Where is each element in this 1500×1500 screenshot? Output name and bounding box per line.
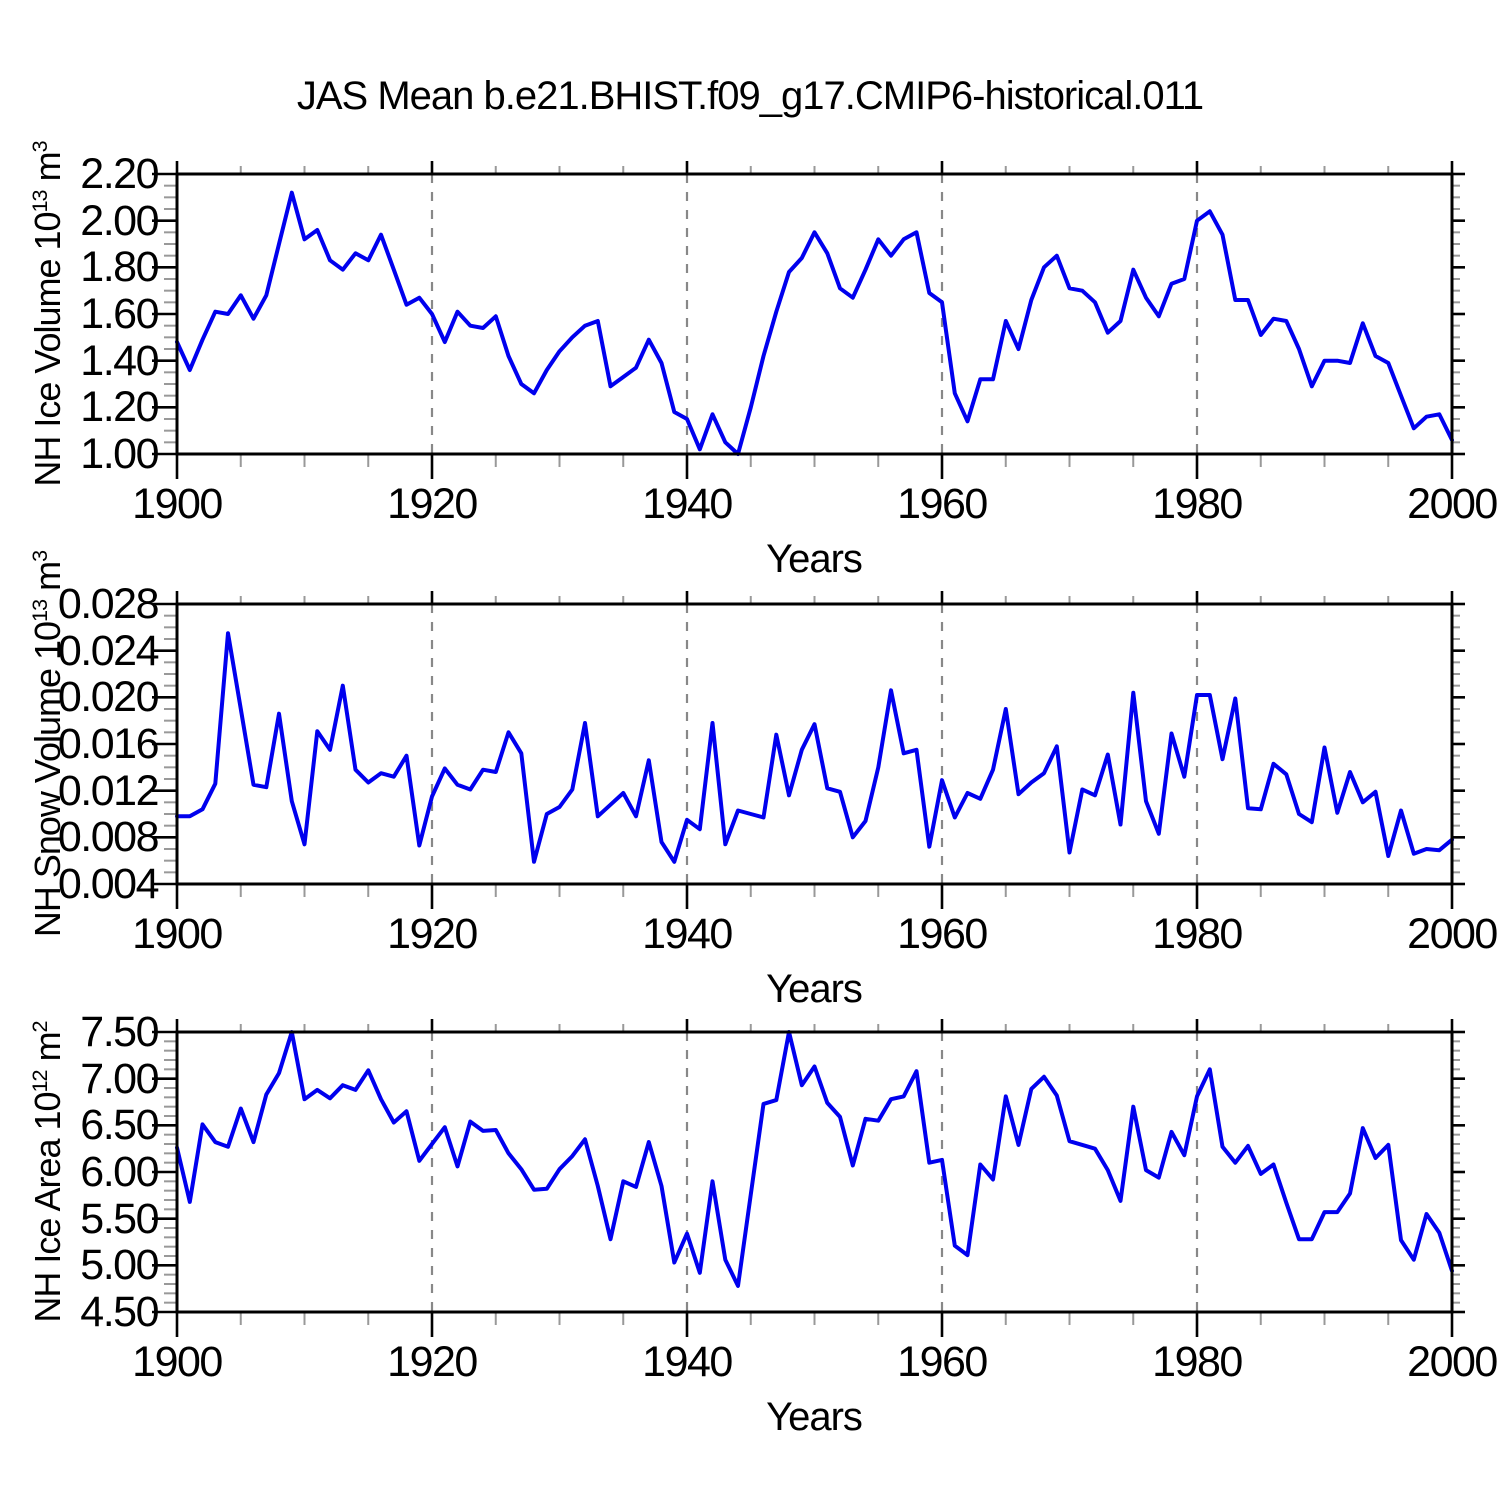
data-series-nh-snow-volume <box>175 631 1454 864</box>
data-series-nh-ice-area <box>175 1030 1454 1288</box>
x-tick-label: 2000 <box>1407 480 1498 528</box>
y-tick-label: 0.012 <box>57 766 160 815</box>
x-tick-label: 1980 <box>1152 1338 1243 1386</box>
x-tick-label: 1980 <box>1152 480 1243 528</box>
chart-title: JAS Mean b.e21.BHIST.f09_g17.CMIP6-histo… <box>296 74 1204 118</box>
x-tick-label: 1900 <box>132 480 223 528</box>
y-tick-label: 5.00 <box>80 1241 159 1290</box>
y-tick-label: 1.00 <box>80 430 159 478</box>
y-tick-label: 6.50 <box>80 1101 159 1150</box>
y-axis-title-unit-exponent: 3 <box>27 141 52 153</box>
x-tick-label: 1920 <box>387 480 478 528</box>
y-tick-label: 5.50 <box>80 1194 159 1243</box>
y-tick-label: 0.024 <box>57 626 160 675</box>
x-tick-label: 1920 <box>387 910 478 958</box>
y-tick-label: 2.20 <box>80 150 159 198</box>
x-tick-label: 2000 <box>1407 910 1498 958</box>
y-tick-label: 0.004 <box>57 860 160 908</box>
x-axis-title-panel2: Years <box>766 967 863 1011</box>
y-tick-label: 2.00 <box>80 196 159 245</box>
x-tick-label: 1980 <box>1152 910 1243 958</box>
y-axis-title-unit-exponent: 3 <box>27 550 52 562</box>
y-tick-label: 1.40 <box>80 336 159 385</box>
y-tick-label: 6.00 <box>80 1148 159 1196</box>
y-tick-label: 7.50 <box>80 1008 159 1056</box>
y-tick-label: 0.008 <box>57 813 160 862</box>
x-tick-label: 1900 <box>132 1338 223 1386</box>
data-series-nh-ice-volume <box>175 190 1454 456</box>
x-tick-label: 1940 <box>642 910 733 958</box>
y-tick-label: 0.016 <box>57 720 160 768</box>
x-axis-title-panel3: Years <box>766 1395 863 1439</box>
x-tick-label: 1940 <box>642 480 733 528</box>
y-tick-label: 1.20 <box>80 383 159 432</box>
x-tick-label: 2000 <box>1407 1338 1498 1386</box>
y-tick-label: 1.60 <box>80 290 159 338</box>
y-tick-label: 7.00 <box>80 1054 159 1103</box>
y-tick-label: 4.50 <box>80 1288 159 1336</box>
x-tick-label: 1940 <box>642 1338 733 1386</box>
x-tick-label: 1960 <box>897 1338 988 1386</box>
y-tick-label: 0.020 <box>57 673 160 722</box>
x-tick-label: 1920 <box>387 1338 478 1386</box>
x-axis-title-panel1: Years <box>766 537 863 581</box>
x-tick-label: 1900 <box>132 910 223 958</box>
y-tick-label: 1.80 <box>80 243 159 292</box>
x-tick-label: 1960 <box>897 910 988 958</box>
y-tick-label: 0.028 <box>57 580 160 628</box>
x-tick-label: 1960 <box>897 480 988 528</box>
